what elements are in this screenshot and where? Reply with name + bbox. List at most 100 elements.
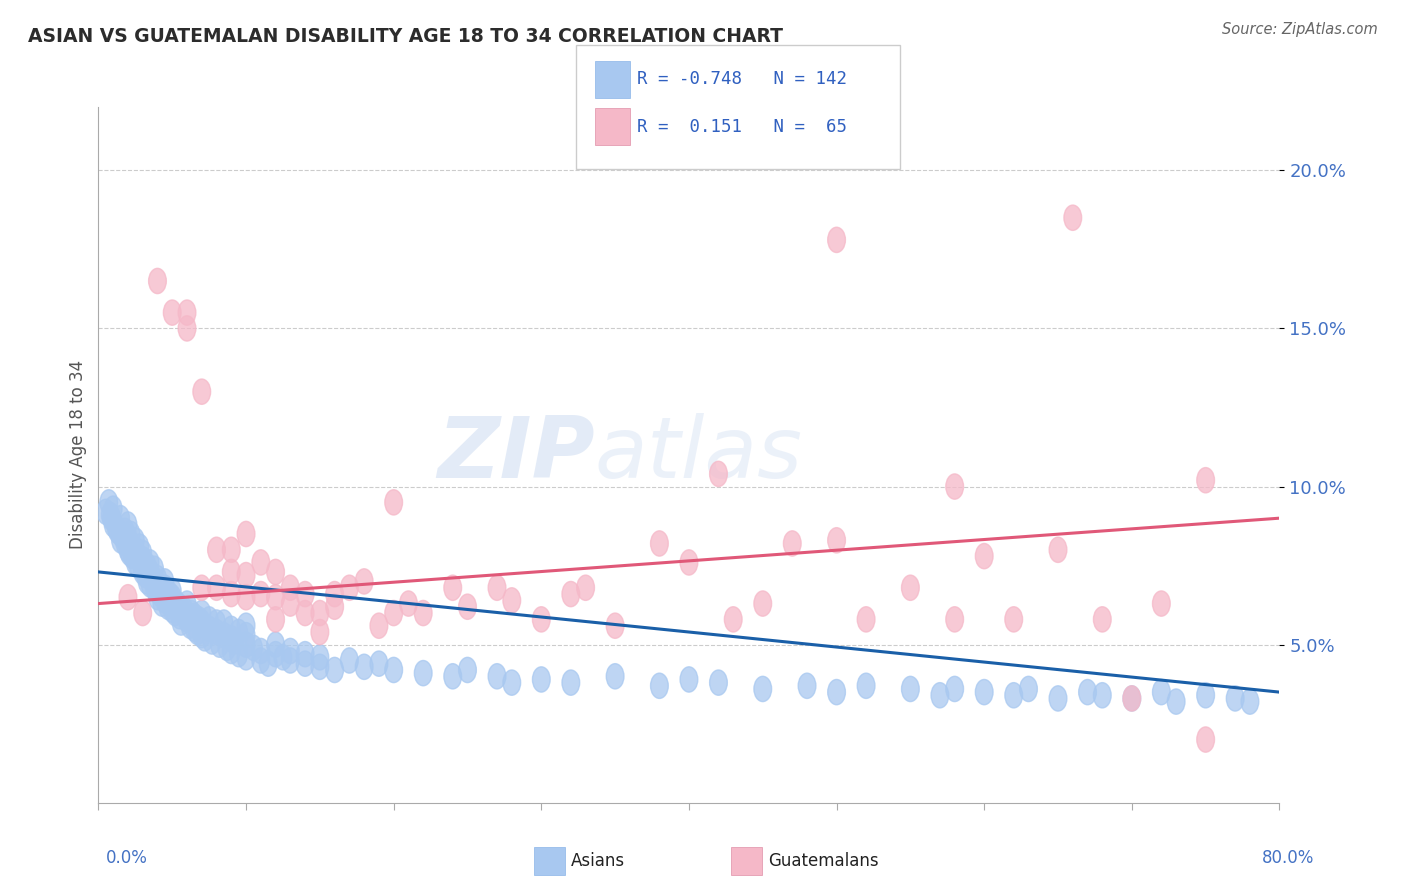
Ellipse shape — [204, 629, 221, 654]
Ellipse shape — [181, 613, 198, 639]
Ellipse shape — [120, 537, 136, 563]
Ellipse shape — [1123, 686, 1140, 711]
Ellipse shape — [274, 645, 292, 670]
Ellipse shape — [120, 512, 136, 537]
Ellipse shape — [606, 613, 624, 639]
Ellipse shape — [238, 645, 254, 670]
Ellipse shape — [681, 667, 697, 692]
Ellipse shape — [931, 682, 949, 708]
Ellipse shape — [326, 657, 343, 682]
Ellipse shape — [222, 537, 240, 563]
Ellipse shape — [681, 549, 697, 575]
Ellipse shape — [562, 670, 579, 695]
Ellipse shape — [101, 502, 120, 528]
Ellipse shape — [458, 594, 477, 619]
Ellipse shape — [193, 600, 211, 625]
Ellipse shape — [385, 600, 402, 625]
Ellipse shape — [122, 521, 139, 547]
Ellipse shape — [104, 496, 122, 521]
Ellipse shape — [141, 559, 159, 584]
Ellipse shape — [415, 600, 432, 625]
Ellipse shape — [222, 616, 240, 641]
Ellipse shape — [503, 670, 520, 695]
Ellipse shape — [1094, 607, 1111, 632]
Ellipse shape — [976, 680, 993, 705]
Ellipse shape — [115, 524, 132, 549]
Ellipse shape — [153, 591, 170, 616]
Ellipse shape — [124, 543, 141, 569]
Ellipse shape — [281, 575, 299, 600]
Ellipse shape — [828, 680, 845, 705]
Ellipse shape — [311, 645, 329, 670]
Text: ZIP: ZIP — [437, 413, 595, 497]
Ellipse shape — [245, 635, 263, 660]
Ellipse shape — [399, 591, 418, 616]
Ellipse shape — [120, 584, 136, 610]
Ellipse shape — [134, 547, 152, 572]
Ellipse shape — [195, 625, 214, 651]
Ellipse shape — [149, 268, 166, 293]
Ellipse shape — [754, 591, 772, 616]
Ellipse shape — [122, 534, 139, 559]
Ellipse shape — [127, 528, 145, 553]
Ellipse shape — [326, 594, 343, 619]
Ellipse shape — [141, 549, 159, 575]
Ellipse shape — [156, 569, 174, 594]
Ellipse shape — [117, 531, 134, 556]
Ellipse shape — [141, 572, 159, 598]
Ellipse shape — [976, 543, 993, 569]
Ellipse shape — [131, 534, 149, 559]
Ellipse shape — [415, 660, 432, 686]
Ellipse shape — [238, 521, 254, 547]
Ellipse shape — [222, 559, 240, 584]
Ellipse shape — [576, 575, 595, 600]
Ellipse shape — [138, 569, 156, 594]
Ellipse shape — [444, 664, 461, 689]
Ellipse shape — [297, 651, 314, 676]
Ellipse shape — [107, 515, 125, 541]
Ellipse shape — [229, 641, 247, 667]
Ellipse shape — [173, 610, 190, 635]
Ellipse shape — [156, 588, 174, 613]
Ellipse shape — [156, 575, 174, 600]
Ellipse shape — [136, 563, 155, 588]
Ellipse shape — [166, 600, 184, 625]
Ellipse shape — [183, 600, 200, 625]
Ellipse shape — [724, 607, 742, 632]
Ellipse shape — [828, 227, 845, 252]
Ellipse shape — [238, 563, 254, 588]
Ellipse shape — [281, 591, 299, 616]
Ellipse shape — [783, 531, 801, 556]
Ellipse shape — [259, 651, 277, 676]
Ellipse shape — [111, 521, 129, 547]
Ellipse shape — [134, 600, 152, 625]
Ellipse shape — [152, 582, 169, 607]
Ellipse shape — [208, 575, 225, 600]
Ellipse shape — [267, 607, 284, 632]
Ellipse shape — [1197, 467, 1215, 493]
Ellipse shape — [488, 575, 506, 600]
Ellipse shape — [488, 664, 506, 689]
Ellipse shape — [326, 582, 343, 607]
Ellipse shape — [127, 537, 145, 563]
Ellipse shape — [97, 500, 115, 524]
Ellipse shape — [163, 584, 181, 610]
Ellipse shape — [200, 607, 218, 632]
Ellipse shape — [1241, 689, 1258, 714]
Text: R = -0.748   N = 142: R = -0.748 N = 142 — [637, 70, 846, 88]
Ellipse shape — [297, 600, 314, 625]
Ellipse shape — [385, 490, 402, 515]
Ellipse shape — [229, 619, 247, 645]
Text: 80.0%: 80.0% — [1263, 849, 1315, 867]
Ellipse shape — [356, 654, 373, 680]
Ellipse shape — [1094, 682, 1111, 708]
Ellipse shape — [215, 623, 233, 648]
Ellipse shape — [267, 584, 284, 610]
Ellipse shape — [1064, 205, 1081, 230]
Ellipse shape — [252, 549, 270, 575]
Ellipse shape — [1153, 591, 1170, 616]
Text: Source: ZipAtlas.com: Source: ZipAtlas.com — [1222, 22, 1378, 37]
Ellipse shape — [1078, 680, 1097, 705]
Ellipse shape — [311, 619, 329, 645]
Ellipse shape — [208, 610, 225, 635]
